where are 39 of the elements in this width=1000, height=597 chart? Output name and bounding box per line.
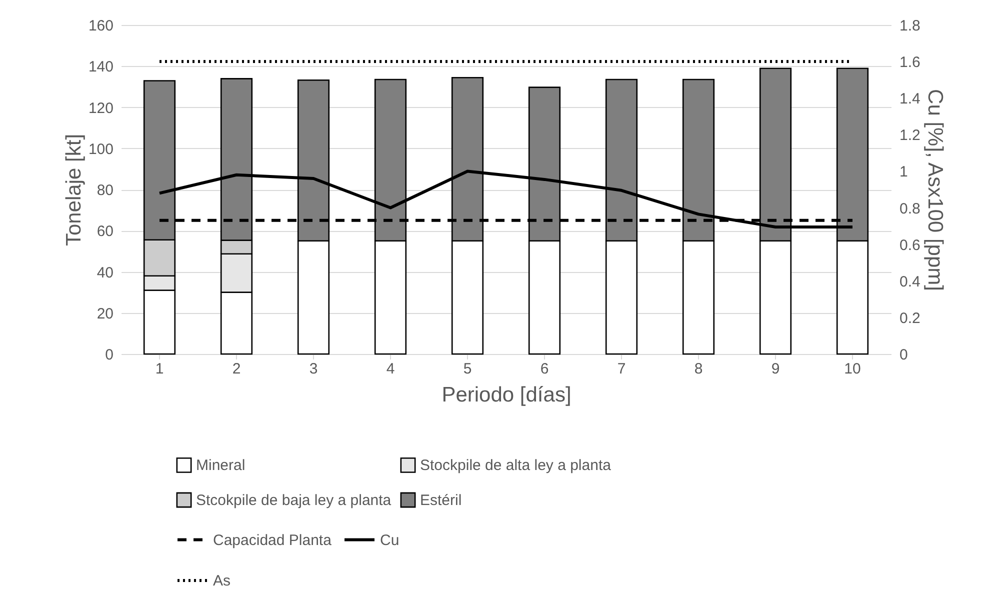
legend-label: Stockpile de alta ley a planta	[420, 457, 612, 474]
y2-tick-label: 1.6	[900, 54, 920, 72]
x-tick-label: 5	[463, 360, 472, 378]
legend-label: As	[213, 572, 231, 590]
x-tick-label: 1	[155, 360, 164, 378]
y-tick-label: 140	[88, 58, 114, 76]
x-tick-label: 2	[232, 360, 241, 378]
y2-tick-label: 1.2	[900, 127, 920, 144]
y-tick-label: 40	[96, 264, 114, 282]
legend-label: Capacidad Planta	[213, 532, 332, 549]
y-tick-label: 100	[88, 140, 114, 158]
y-tick-label: 20	[96, 305, 114, 322]
legend-label: Cu	[380, 532, 400, 549]
y2-tick-label: 1	[900, 164, 908, 181]
y2-axis-title: Cu [%], Asx100 [ppm]	[923, 89, 946, 291]
y2-tick-label: 0	[900, 346, 908, 364]
y2-tick-label: 0.6	[900, 236, 920, 254]
x-tick-label: 6	[540, 360, 549, 378]
y-tick-label: 120	[88, 100, 114, 117]
y2-tick-label: 1.8	[900, 18, 920, 34]
legend-label: Mineral	[196, 457, 246, 474]
x-axis-title: Periodo [días]	[442, 384, 572, 406]
y-tick-label: 160	[88, 18, 114, 34]
x-tick-label: 4	[386, 360, 395, 378]
y2-tick-label: 1.4	[900, 90, 920, 108]
x-tick-label: 9	[771, 360, 780, 378]
y2-tick-label: 0.2	[900, 310, 920, 327]
y2-tick-label: 0.4	[900, 273, 920, 290]
x-tick-label: 7	[617, 360, 626, 378]
x-tick-label: 8	[694, 360, 703, 378]
y-axis-title: Tonelaje [kt]	[62, 134, 86, 246]
legend-label: Estéril	[420, 492, 462, 509]
y-tick-label: 80	[96, 182, 114, 199]
x-tick-label: 3	[309, 360, 318, 378]
y2-tick-label: 0.8	[900, 200, 920, 218]
y-tick-label: 0	[105, 346, 114, 364]
legend-label: Stcokpile de baja ley a planta	[196, 492, 392, 509]
x-tick-label: 10	[844, 360, 861, 378]
y-tick-label: 60	[96, 223, 114, 240]
